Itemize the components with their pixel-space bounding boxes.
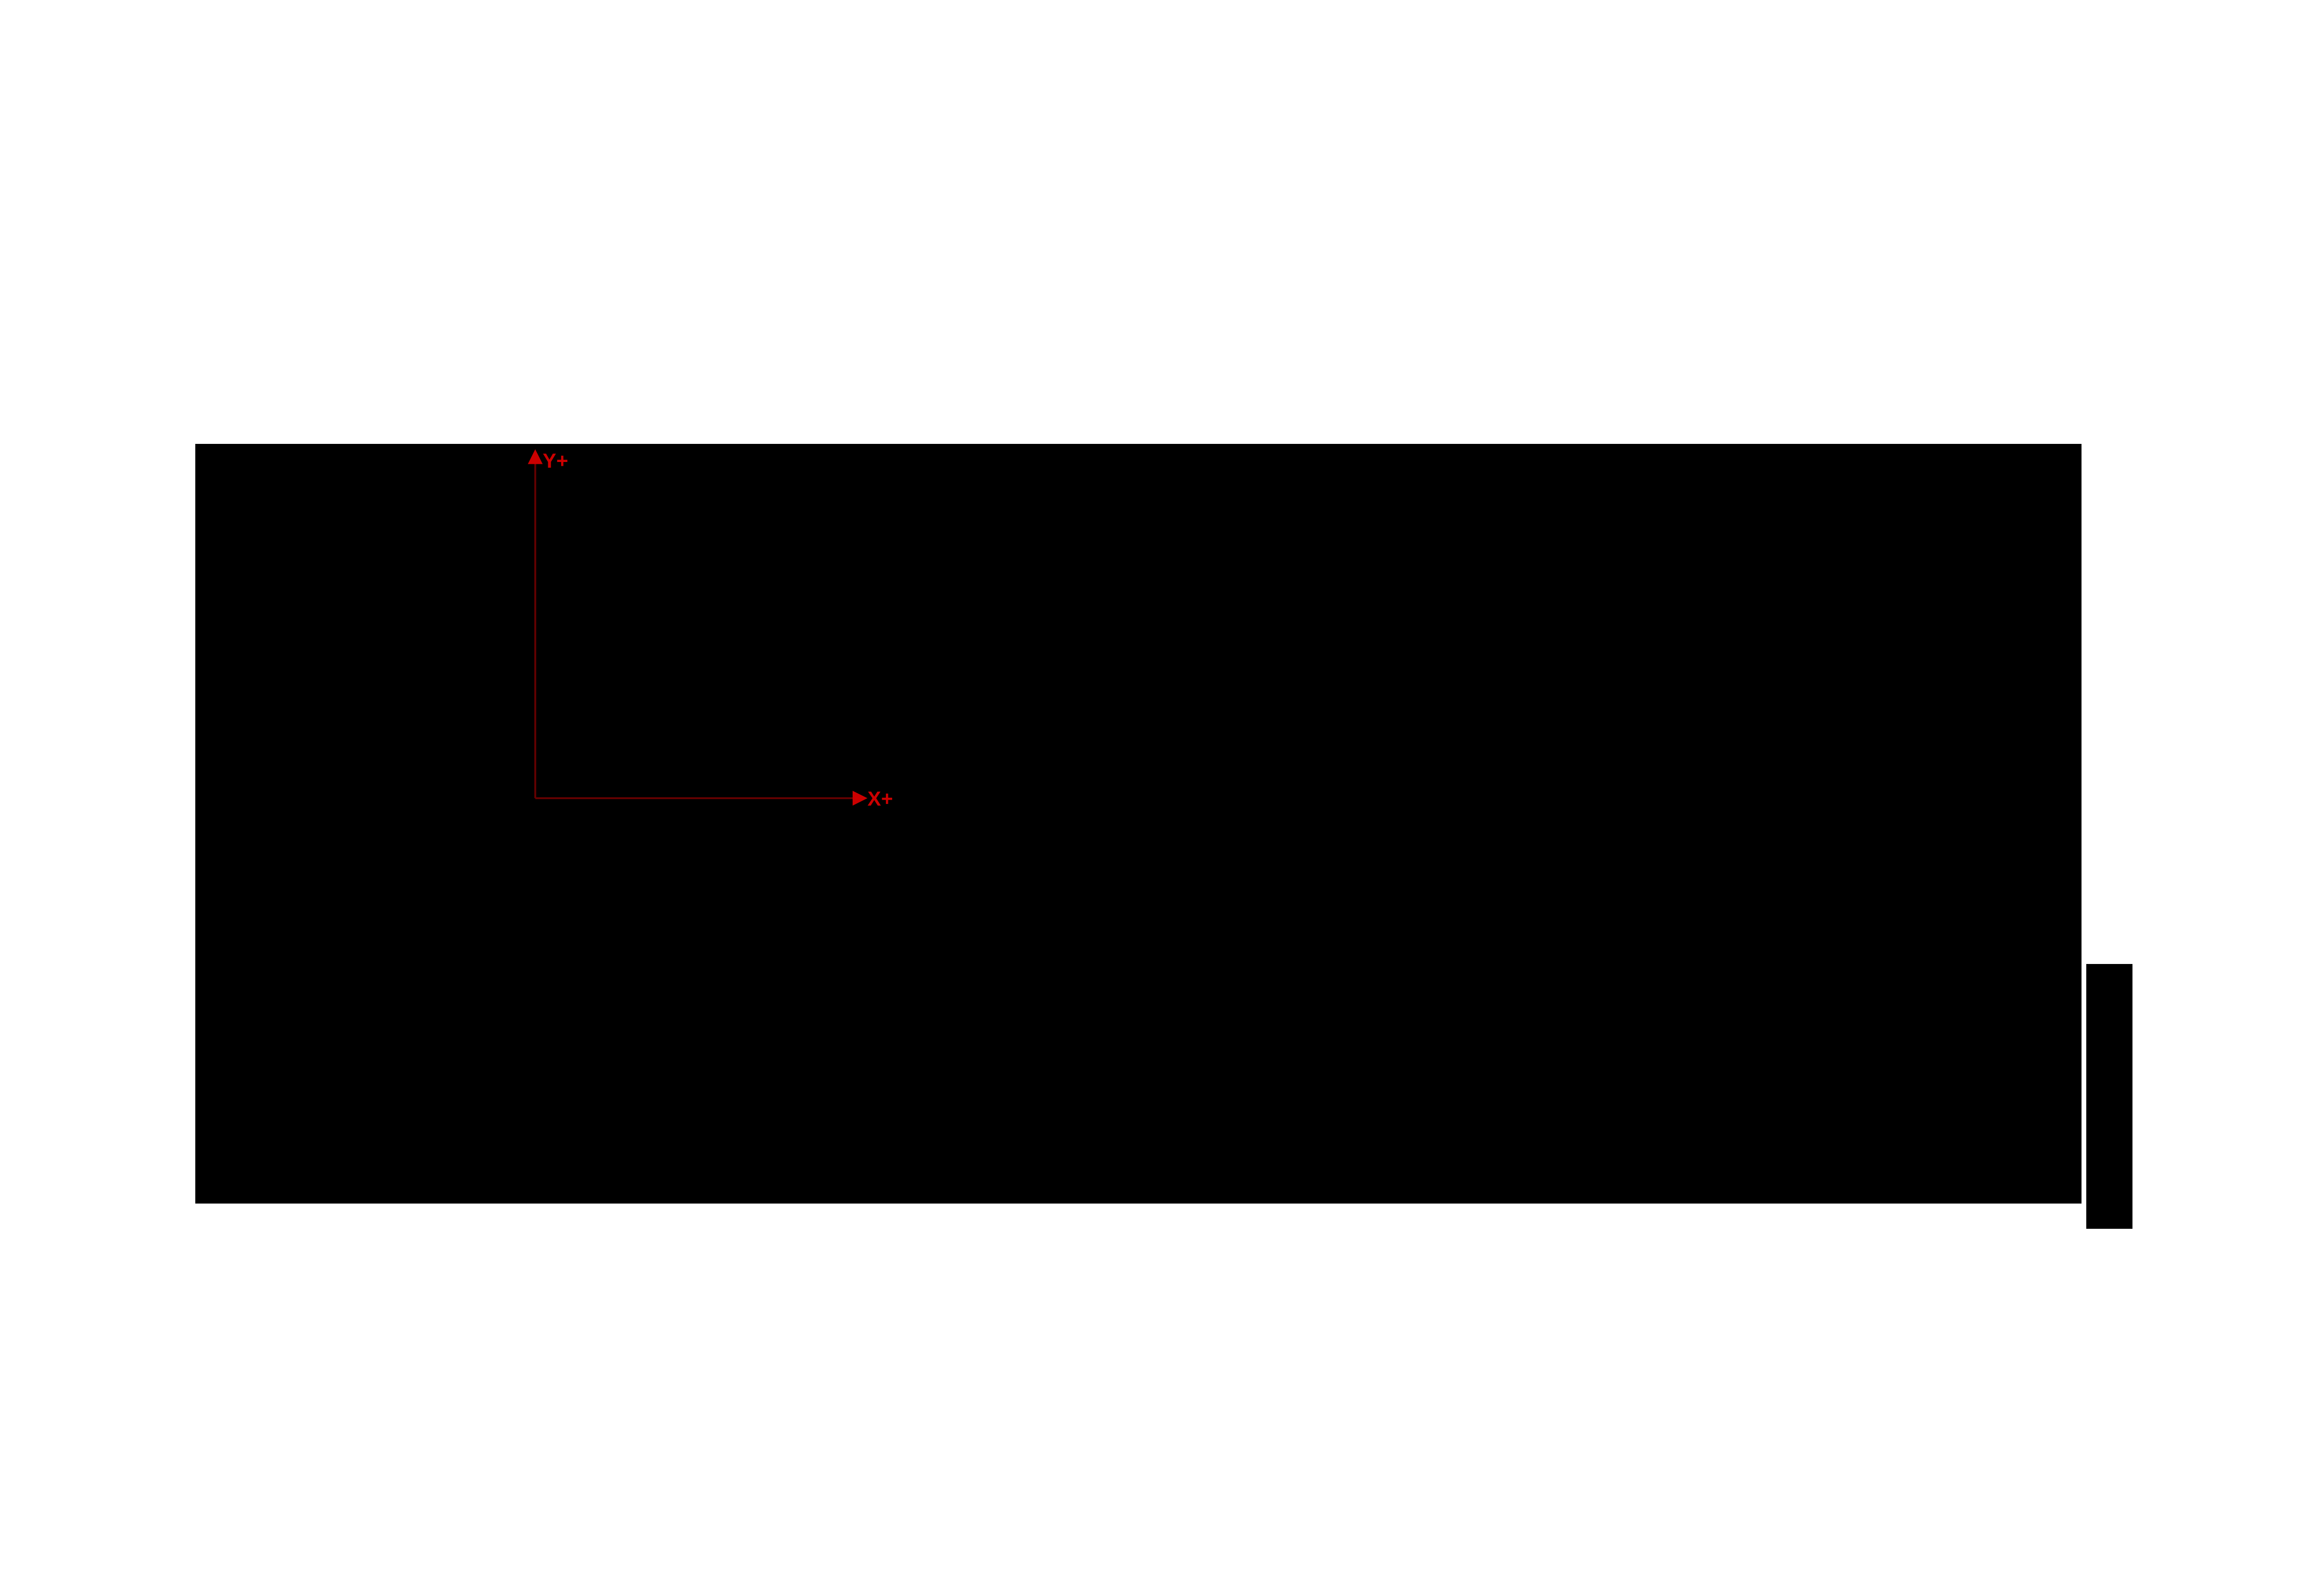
axes-overlay: Y+ X+	[195, 444, 2082, 1204]
secondary-viewport-strip	[2086, 964, 2133, 1229]
y-axis-label: Y+	[543, 450, 568, 472]
page-canvas: Y+ X+	[0, 0, 2323, 1596]
x-axis-label: X+	[867, 787, 893, 810]
main-viewport[interactable]: Y+ X+	[195, 444, 2082, 1204]
